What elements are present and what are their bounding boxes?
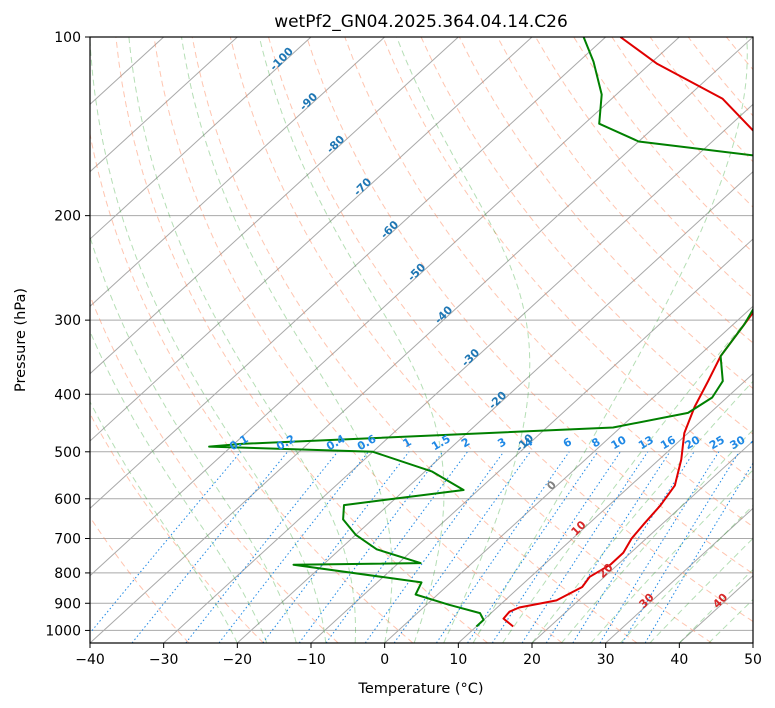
x-tick-label: 50 [744,652,762,668]
dry-adiabat-line [268,37,753,623]
mixing-ratio-line [90,451,242,634]
dry-adiabat-line [535,37,753,299]
x-axis-label: Temperature (°C) [357,681,483,697]
isotherm-line [236,170,753,643]
mixing-ratio-line [393,451,531,643]
isotherm-line [531,440,753,643]
plot-frame [89,36,754,644]
dry-adiabat-line [229,37,712,643]
moist-adiabat-line [90,400,238,643]
mixing-ratio-line [644,462,753,643]
isotherm-line [90,37,312,240]
dewpoint-profile-line [208,37,753,628]
x-tick-label: 40 [670,652,688,668]
chart-title: wetPf2_GN04.2025.364.04.14.C26 [274,12,568,32]
isotherm-line [90,37,386,308]
y-tick-label: 900 [54,596,81,612]
dry-adiabat-line [90,412,264,643]
mixing-ratio-line [262,451,410,643]
dry-adiabat-line [153,37,563,643]
mixing-ratio-label: 36 [748,433,768,452]
x-tick-label: −10 [296,652,326,668]
moist-adiabat-line [561,429,753,643]
moist-adiabat-line [90,330,268,643]
y-tick-label: 300 [54,313,81,329]
y-tick-label: 100 [54,30,81,46]
isotherm-line [90,37,680,577]
dry-adiabat-line [382,37,753,481]
background-lines [90,37,753,643]
dry-adiabat-line [458,37,753,390]
x-tick-label: 20 [523,652,541,668]
isotherm-line [90,37,607,510]
mixing-ratio-line [491,451,621,643]
mixing-ratio-line [435,451,570,643]
x-tick-label: −40 [75,652,105,668]
moist-adiabat-line [90,235,297,643]
y-tick-label: 600 [54,492,81,508]
y-tick-label: 200 [54,209,81,225]
mixing-ratio-line [521,451,649,643]
dry-adiabat-line [344,37,753,528]
moist-adiabat-line [502,311,753,643]
isotherm-line [310,238,753,643]
y-tick-label: 500 [54,445,81,461]
axis-ticks: −40 −30 −20 −10 0 10 20 30 40 50 100 200 300 400 500 60… [45,30,762,668]
y-axis-label: Pressure (hPa) [13,288,29,392]
y-tick-label: 1000 [45,623,81,639]
moist-adiabat-line [128,37,356,643]
moist-adiabat-line [531,380,753,643]
dry-adiabat-line [420,37,753,435]
x-tick-label: −20 [223,652,253,668]
isotherm-line [457,372,753,643]
y-tick-label: 400 [54,387,81,403]
sounding-profiles [208,37,753,628]
isotherm-line [90,37,753,643]
dry-adiabat-line [90,516,190,643]
isotherm-line [163,103,753,643]
y-tick-label: 700 [54,532,81,548]
moist-adiabat-line [590,469,753,643]
mixing-ratio-line [621,451,740,643]
moist-adiabat-line [708,598,753,643]
moist-adiabat-line [181,37,393,643]
temperature-profile-line [502,37,753,628]
x-tick-label: 10 [449,652,467,668]
isotherm-line [605,507,753,643]
moist-adiabat-line [472,37,748,643]
isotherm-line [384,305,753,643]
mixing-ratio-line [545,451,671,643]
x-tick-label: −30 [149,652,179,668]
isotherm-line [90,37,238,173]
isotherm-line [90,37,459,375]
isotherm-line [90,37,533,442]
dry-adiabat-line [496,37,753,344]
moist-adiabat-line [258,37,445,643]
mixing-ratio-line [131,451,288,643]
mixing-ratio-line [572,451,695,643]
x-tick-label: 0 [380,652,389,668]
mixing-ratio-line [364,451,505,643]
dry-adiabat-line [306,37,753,575]
y-tick-label: 800 [54,566,81,582]
mixing-ratio-line [185,451,338,643]
mixing-ratio-line [325,451,468,643]
moist-adiabat-line [90,37,327,643]
dry-adiabat-line [191,37,638,643]
x-tick-label: 30 [597,652,615,668]
dry-adiabat-line [90,131,414,643]
